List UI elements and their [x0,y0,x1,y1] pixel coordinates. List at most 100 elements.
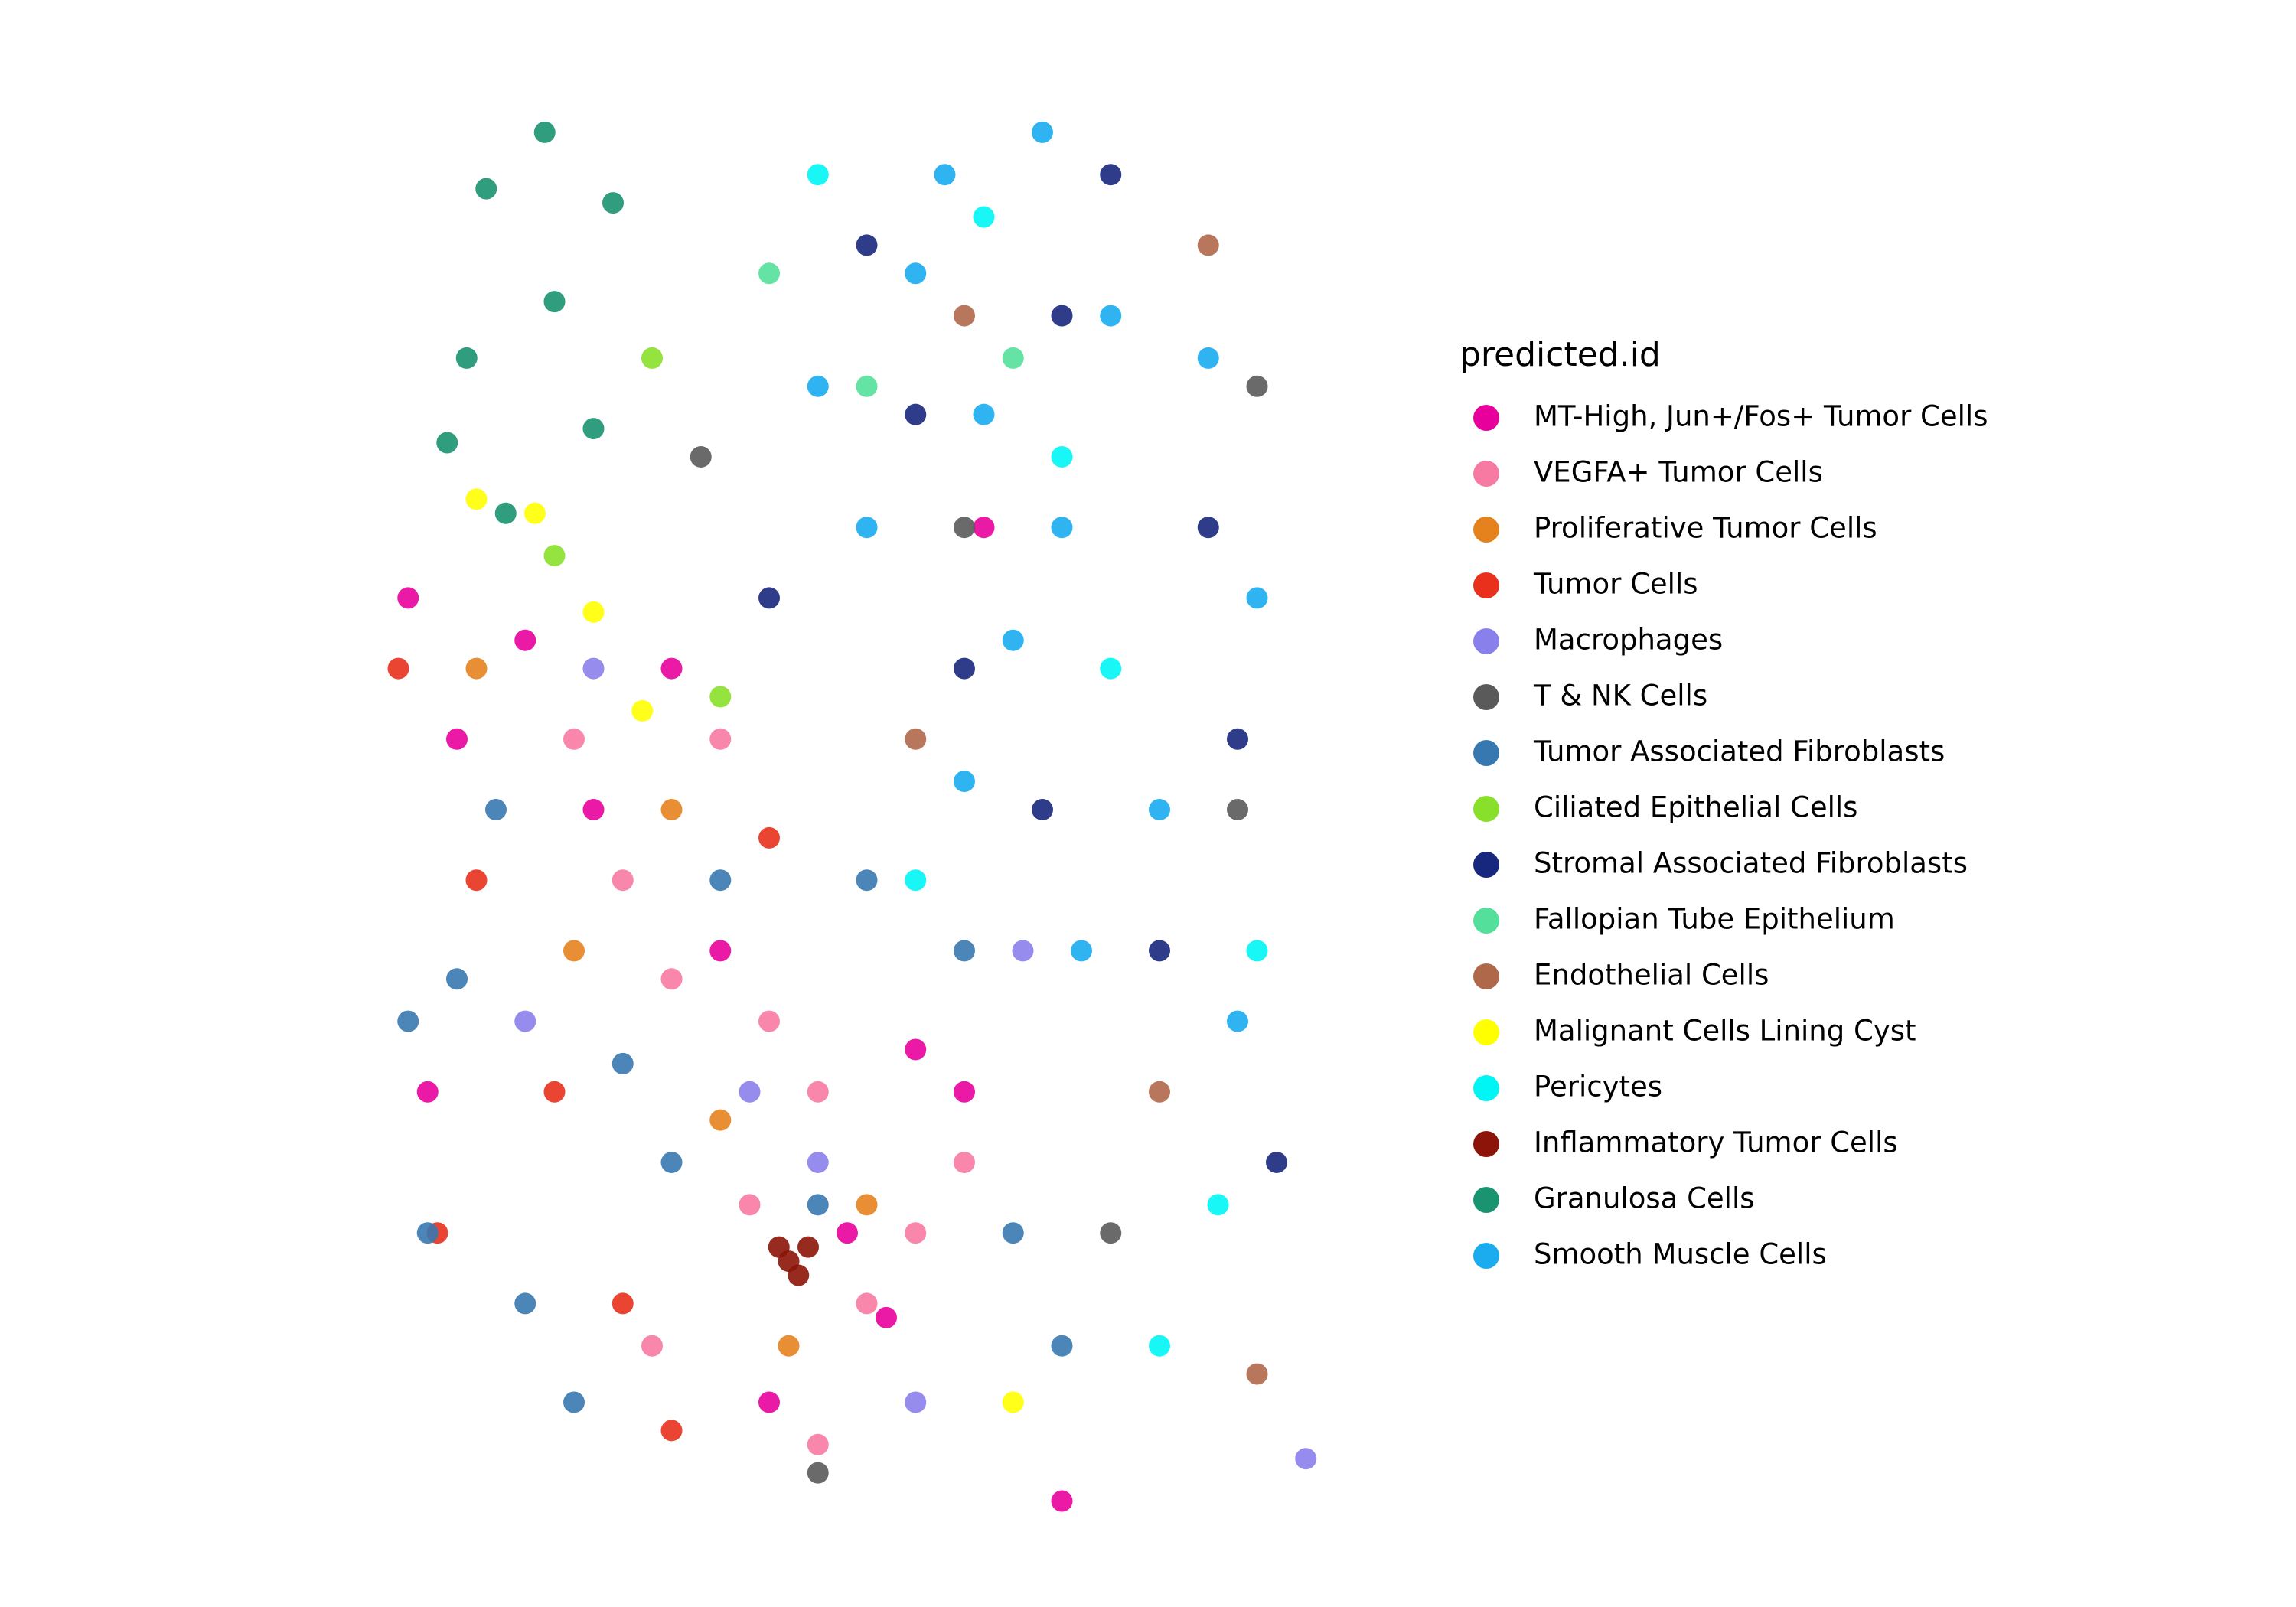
legend-swatch [1473,1019,1499,1045]
cell-point [660,968,683,990]
cell-point [1051,1490,1073,1512]
cell-point [758,262,780,285]
legend-swatch [1473,684,1499,710]
cell-point [631,699,654,722]
legend-swatch [1473,572,1499,598]
cell-point [1012,940,1034,962]
cell-point [1100,164,1122,186]
cell-point [1071,940,1092,962]
cell-point [856,234,878,256]
cell-point [1100,305,1122,327]
cell-point [807,1081,829,1103]
legend-label: VEGFA+ Tumor Cells [1534,456,1823,489]
legend-label: Malignant Cells Lining Cyst [1534,1015,1916,1048]
cell-point [954,1152,975,1173]
cell-point [758,587,780,609]
cell-point [563,728,585,750]
cell-point [446,728,468,750]
legend-label: Tumor Associated Fibroblasts [1533,735,1945,768]
cell-point [797,1236,819,1258]
cell-point [758,826,780,849]
cell-point [660,657,683,680]
cell-point [807,1152,829,1173]
cell-point [934,164,956,186]
cell-point [465,657,488,680]
cell-point [612,869,634,892]
cell-point [1100,1222,1122,1244]
cell-point [387,657,409,680]
cell-point [397,1010,419,1032]
cell-point [563,940,585,962]
cell-point [660,1152,683,1173]
cell-point [1051,305,1073,327]
cell-point [416,1081,439,1103]
legend-swatch [1473,796,1499,822]
cell-point [660,799,683,820]
legend-swatch [1473,628,1499,654]
cell-point [612,1052,634,1074]
cell-point [905,262,927,285]
legend-label: Granulosa Cells [1534,1182,1755,1215]
cell-point [1227,1010,1248,1032]
cell-point [475,178,497,200]
cell-point [954,305,975,327]
cell-point [514,629,536,651]
cell-point [1149,799,1170,820]
cell-point [1197,347,1219,369]
cell-point [739,1194,761,1216]
legend-swatch [1473,461,1499,487]
cell-point [709,686,732,708]
cell-point [758,1391,780,1413]
cell-point [1266,1152,1287,1173]
cell-point [758,1010,780,1032]
cell-point [1197,234,1219,256]
cell-point [1002,1391,1024,1413]
cell-point [709,940,732,962]
legend-swatch [1473,963,1499,989]
legend-swatch [1473,908,1499,934]
cell-point [582,657,605,680]
cell-point [1002,1222,1024,1244]
cell-point [954,657,975,680]
legend-label: Stromal Associated Fibroblasts [1534,847,1968,880]
cell-point [660,1420,683,1442]
cell-point [905,869,927,892]
cell-point [905,403,927,425]
cell-point [1197,517,1219,539]
cell-point [778,1335,800,1357]
cell-point [856,517,878,539]
cell-point [954,1081,975,1103]
cell-point [1149,1081,1170,1103]
cell-point [1246,375,1268,397]
legend-swatch [1473,1131,1499,1157]
legend-swatch [1473,405,1499,431]
cell-point [455,347,478,369]
cell-point [954,517,975,539]
cell-point [1246,587,1268,609]
cell-point [524,502,546,524]
cell-point [739,1081,761,1103]
cell-point [1100,657,1122,680]
cell-point [1002,629,1024,651]
cell-point [641,1335,663,1357]
cell-point [1051,517,1073,539]
legend-swatch [1473,740,1499,766]
cell-point [514,1292,536,1315]
legend-label: Endothelial Cells [1534,959,1769,992]
legend-label: Tumor Cells [1533,568,1698,601]
cell-point [709,728,732,750]
cell-point [709,869,732,892]
cell-point [807,164,829,186]
cell-point [514,1010,536,1032]
legend-title: predicted.id [1459,335,1661,374]
cell-point [905,1222,927,1244]
legend-label: MT-High, Jun+/Fos+ Tumor Cells [1534,400,1988,433]
cell-point [709,1109,732,1131]
legend-label: T & NK Cells [1533,680,1707,712]
legend-label: Smooth Muscle Cells [1534,1238,1827,1271]
cell-point [533,121,556,143]
cell-point [954,771,975,793]
cell-point [973,403,995,425]
cell-point [1227,799,1248,820]
